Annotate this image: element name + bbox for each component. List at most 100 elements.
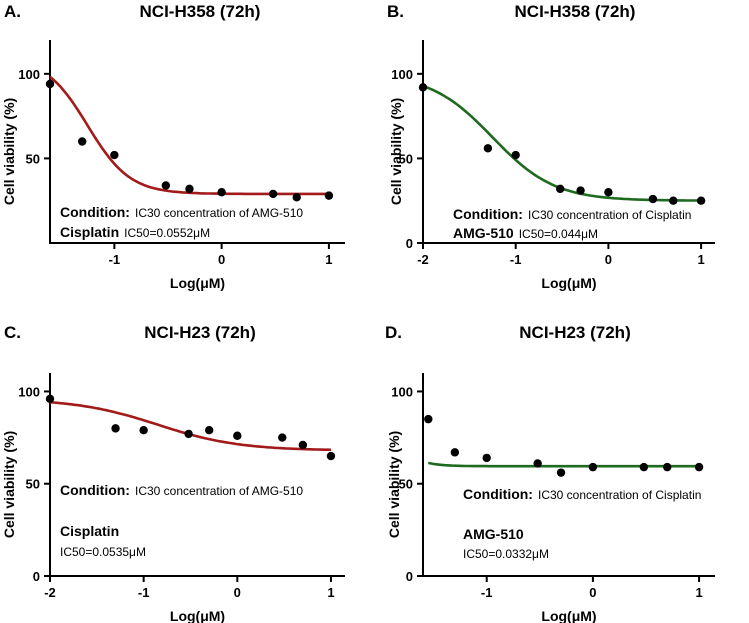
panel-title: NCI-H23 (72h) xyxy=(144,323,256,342)
data-point xyxy=(639,462,649,472)
chart-svg: 0 50 100 -2 -1 0 1 Log(μM) Cell viability (%) Con… xyxy=(388,40,715,291)
x-tick-label: 1 xyxy=(697,252,704,267)
x-tick-label: -2 xyxy=(417,252,429,267)
data-point xyxy=(418,83,428,92)
data-point xyxy=(511,150,520,160)
x-tick-label: 1 xyxy=(327,585,334,600)
data-point xyxy=(110,150,119,160)
data-point xyxy=(205,426,214,435)
x-axis-title: Log(μM) xyxy=(541,608,596,623)
ic50-value: IC50=0.0332μM xyxy=(463,547,549,561)
fit-curve xyxy=(422,84,702,202)
panel-title: NCI-H358 (72h) xyxy=(139,2,261,21)
data-point xyxy=(555,184,565,194)
drug-label: Cisplatin xyxy=(60,224,119,240)
data-point xyxy=(694,462,704,472)
data-point xyxy=(139,426,148,435)
y-tick-label: 50 xyxy=(26,151,40,166)
condition-text: Condition: IC30 concentration of Cisplati… xyxy=(453,206,691,222)
x-tick-label: 1 xyxy=(695,585,702,600)
data-point xyxy=(184,429,193,439)
data-point xyxy=(111,424,120,433)
panel-c: C. NCI-H23 (72h) 0 50 100 -2 -1 0 1 Log(μM) Cell… xyxy=(0,318,375,623)
panel-a: A. NCI-H358 (72h) 50 100 -1 0 1 Log(μM) Cell v… xyxy=(0,0,375,305)
panel-letter: C. xyxy=(4,323,21,342)
data-point xyxy=(533,459,542,468)
x-tick-label: -1 xyxy=(138,585,150,600)
data-point xyxy=(450,448,460,457)
panel-letter: A. xyxy=(4,2,21,21)
data-point xyxy=(483,144,493,153)
y-tick-label: 100 xyxy=(18,67,40,82)
y-tick-label: 50 xyxy=(399,151,413,166)
panel-title: NCI-H23 (72h) xyxy=(519,323,631,342)
drug-ic50-text: AMG-510 IC50=0.044μM xyxy=(453,225,598,241)
chart-svg: 50 100 -1 0 1 Log(μM) Cell viability (%) Condit… xyxy=(1,40,345,291)
panel-b: B. NCI-H358 (72h) 0 50 100 -2 -1 0 1 Log(μM) Cel… xyxy=(375,0,749,305)
data-point xyxy=(424,414,433,424)
data-point xyxy=(185,184,194,194)
panel-letter: D. xyxy=(385,323,402,342)
drug-label: Cisplatin xyxy=(60,523,119,539)
data-point xyxy=(278,433,287,442)
y-axis-title: Cell viability (%) xyxy=(388,98,404,205)
data-point xyxy=(45,79,55,89)
drug-ic50-text: Cisplatin IC50=0.0552μM xyxy=(60,224,210,240)
data-point xyxy=(161,181,171,190)
data-point xyxy=(217,188,226,197)
x-axis-title: Log(μM) xyxy=(170,275,225,291)
condition-label: Condition: xyxy=(453,206,523,222)
x-tick-label: 1 xyxy=(325,252,332,267)
y-tick-label: 0 xyxy=(406,236,413,251)
data-point xyxy=(556,468,566,477)
data-point xyxy=(324,191,334,200)
x-tick-label: 0 xyxy=(605,252,612,267)
fit-curve xyxy=(49,401,332,452)
x-tick-label: -1 xyxy=(109,252,121,267)
data-point xyxy=(648,194,658,204)
data-point xyxy=(576,186,585,195)
y-axis-title: Cell viability (%) xyxy=(1,98,17,205)
y-tick-label: 100 xyxy=(391,67,413,82)
data-point xyxy=(45,394,55,404)
x-tick-label: -2 xyxy=(44,585,56,600)
condition-text: Condition: IC30 concentration of AMG-510 xyxy=(60,204,303,220)
panel-d: D. NCI-H23 (72h) 0 50 100 -1 0 1 Log(μM) Cell v… xyxy=(375,318,749,623)
data-point xyxy=(268,189,278,199)
data-point xyxy=(663,462,672,472)
x-axis-title: Log(μM) xyxy=(541,275,596,291)
x-tick-label: -1 xyxy=(481,585,493,600)
condition-value: IC30 concentration of AMG-510 xyxy=(135,484,303,498)
condition-text: Condition: IC30 concentration of AMG-510 xyxy=(60,482,303,498)
ic50-value: IC50=0.0552μM xyxy=(124,226,210,240)
x-tick-label: 0 xyxy=(218,252,225,267)
fit-curve xyxy=(49,75,329,196)
condition-value: IC30 concentration of AMG-510 xyxy=(135,206,303,220)
data-point xyxy=(77,137,87,146)
panel-title: NCI-H358 (72h) xyxy=(514,2,636,21)
data-point xyxy=(482,453,491,463)
condition-text: Condition: IC30 concentration of Cisplati… xyxy=(463,486,701,502)
data-point xyxy=(669,196,678,205)
data-point xyxy=(696,196,706,205)
y-axis-title: Cell viability (%) xyxy=(386,431,402,538)
chart-svg: 0 50 100 -1 0 1 Log(μM) Cell viability (%) Condi… xyxy=(386,373,715,623)
x-axis-title: Log(μM) xyxy=(170,608,225,623)
data-point xyxy=(326,451,336,461)
panel-letter: B. xyxy=(387,2,404,21)
y-tick-label: 50 xyxy=(399,477,413,492)
y-axis-title: Cell viability (%) xyxy=(1,431,17,538)
x-tick-label: 0 xyxy=(234,585,241,600)
data-point xyxy=(588,462,598,472)
condition-value: IC30 concentration of Cisplatin xyxy=(538,488,701,502)
x-tick-label: -1 xyxy=(510,252,522,267)
condition-label: Condition: xyxy=(60,482,130,498)
ic50-value: IC50=0.044μM xyxy=(519,227,598,241)
y-tick-label: 0 xyxy=(406,569,413,584)
drug-label: AMG-510 xyxy=(463,526,524,542)
x-tick-label: 0 xyxy=(589,585,596,600)
data-point xyxy=(604,188,613,197)
ic50-value: IC50=0.0535μM xyxy=(60,545,146,559)
y-tick-label: 50 xyxy=(26,477,40,492)
y-tick-label: 100 xyxy=(18,384,40,399)
